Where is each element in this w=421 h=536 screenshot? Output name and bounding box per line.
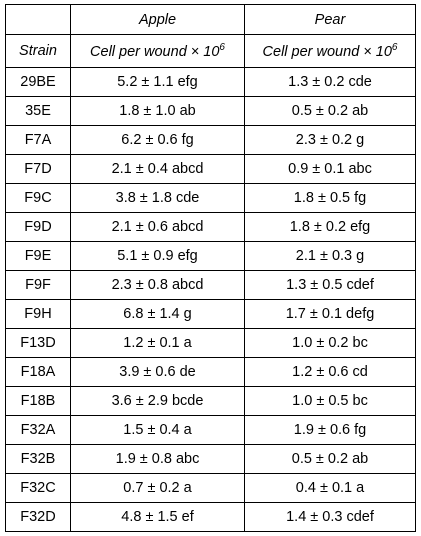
table-row: 35E 1.8 ± 1.0 ab 0.5 ± 0.2 ab	[5, 96, 416, 126]
strain-cell: F32C	[5, 473, 71, 503]
value-cell: 2.1 ± 0.3 g	[244, 241, 416, 271]
value-cell: 1.8 ± 0.5 fg	[244, 183, 416, 213]
data-table: Apple Pear Strain Cell per wound × 106 C…	[5, 4, 416, 532]
header-text: Cell per wound × 10	[90, 43, 220, 60]
strain-cell: F13D	[5, 328, 71, 358]
strain-cell: F9E	[5, 241, 71, 271]
table-row: 29BE 5.2 ± 1.1 efg 1.3 ± 0.2 cde	[5, 67, 416, 97]
strain-cell: F32A	[5, 415, 71, 445]
table-row: F18A 3.9 ± 0.6 de 1.2 ± 0.6 cd	[5, 357, 416, 387]
table-row: F32B 1.9 ± 0.8 abc 0.5 ± 0.2 ab	[5, 444, 416, 474]
value-cell: 1.4 ± 0.3 cdef	[244, 502, 416, 532]
group-header: Pear	[244, 4, 416, 35]
column-header-row: Strain Cell per wound × 106 Cell per wou…	[5, 34, 416, 68]
header-text: Cell per wound × 10	[262, 43, 392, 60]
column-header: Cell per wound × 106	[70, 34, 245, 68]
value-cell: 0.4 ± 0.1 a	[244, 473, 416, 503]
value-cell: 1.5 ± 0.4 a	[70, 415, 245, 445]
table-row: F9F 2.3 ± 0.8 abcd 1.3 ± 0.5 cdef	[5, 270, 416, 300]
value-cell: 1.2 ± 0.6 cd	[244, 357, 416, 387]
table-row: F9H 6.8 ± 1.4 g 1.7 ± 0.1 defg	[5, 299, 416, 329]
table-row: F32D 4.8 ± 1.5 ef 1.4 ± 0.3 cdef	[5, 502, 416, 532]
table-row: F32C 0.7 ± 0.2 a 0.4 ± 0.1 a	[5, 473, 416, 503]
empty-cell	[5, 4, 71, 35]
strain-cell: 35E	[5, 96, 71, 126]
strain-cell: F7A	[5, 125, 71, 155]
column-header: Cell per wound × 106	[244, 34, 416, 68]
value-cell: 0.9 ± 0.1 abc	[244, 154, 416, 184]
strain-cell: F18A	[5, 357, 71, 387]
group-header: Apple	[70, 4, 245, 35]
value-cell: 2.3 ± 0.8 abcd	[70, 270, 245, 300]
value-cell: 0.5 ± 0.2 ab	[244, 96, 416, 126]
value-cell: 1.0 ± 0.5 bc	[244, 386, 416, 416]
strain-cell: 29BE	[5, 67, 71, 97]
strain-cell: F32D	[5, 502, 71, 532]
value-cell: 1.8 ± 0.2 efg	[244, 212, 416, 242]
value-cell: 6.8 ± 1.4 g	[70, 299, 245, 329]
group-header-row: Apple Pear	[5, 4, 416, 35]
table-row: F9E 5.1 ± 0.9 efg 2.1 ± 0.3 g	[5, 241, 416, 271]
strain-cell: F9H	[5, 299, 71, 329]
value-cell: 1.8 ± 1.0 ab	[70, 96, 245, 126]
value-cell: 1.7 ± 0.1 defg	[244, 299, 416, 329]
strain-cell: F9F	[5, 270, 71, 300]
value-cell: 3.8 ± 1.8 cde	[70, 183, 245, 213]
value-cell: 2.1 ± 0.4 abcd	[70, 154, 245, 184]
value-cell: 1.2 ± 0.1 a	[70, 328, 245, 358]
table-body: 29BE 5.2 ± 1.1 efg 1.3 ± 0.2 cde 35E 1.8 ± 1…	[5, 67, 416, 532]
strain-cell: F32B	[5, 444, 71, 474]
table-row: F13D 1.2 ± 0.1 a 1.0 ± 0.2 bc	[5, 328, 416, 358]
value-cell: 1.0 ± 0.2 bc	[244, 328, 416, 358]
strain-cell: F9C	[5, 183, 71, 213]
value-cell: 6.2 ± 0.6 fg	[70, 125, 245, 155]
value-cell: 3.6 ± 2.9 bcde	[70, 386, 245, 416]
strain-cell: F7D	[5, 154, 71, 184]
strain-cell: F9D	[5, 212, 71, 242]
value-cell: 2.3 ± 0.2 g	[244, 125, 416, 155]
table-row: F9C 3.8 ± 1.8 cde 1.8 ± 0.5 fg	[5, 183, 416, 213]
value-cell: 3.9 ± 0.6 de	[70, 357, 245, 387]
value-cell: 1.9 ± 0.6 fg	[244, 415, 416, 445]
table-row: F18B 3.6 ± 2.9 bcde 1.0 ± 0.5 bc	[5, 386, 416, 416]
value-cell: 4.8 ± 1.5 ef	[70, 502, 245, 532]
header-exponent: 6	[219, 42, 225, 54]
table-row: F32A 1.5 ± 0.4 a 1.9 ± 0.6 fg	[5, 415, 416, 445]
value-cell: 0.5 ± 0.2 ab	[244, 444, 416, 474]
value-cell: 1.9 ± 0.8 abc	[70, 444, 245, 474]
column-header: Strain	[5, 34, 71, 68]
value-cell: 5.1 ± 0.9 efg	[70, 241, 245, 271]
value-cell: 1.3 ± 0.2 cde	[244, 67, 416, 97]
table-row: F7D 2.1 ± 0.4 abcd 0.9 ± 0.1 abc	[5, 154, 416, 184]
strain-cell: F18B	[5, 386, 71, 416]
value-cell: 5.2 ± 1.1 efg	[70, 67, 245, 97]
header-exponent: 6	[391, 42, 398, 54]
value-cell: 1.3 ± 0.5 cdef	[244, 270, 416, 300]
value-cell: 2.1 ± 0.6 abcd	[70, 212, 245, 242]
table-row: F9D 2.1 ± 0.6 abcd 1.8 ± 0.2 efg	[5, 212, 416, 242]
value-cell: 0.7 ± 0.2 a	[70, 473, 245, 503]
table-row: F7A 6.2 ± 0.6 fg 2.3 ± 0.2 g	[5, 125, 416, 155]
